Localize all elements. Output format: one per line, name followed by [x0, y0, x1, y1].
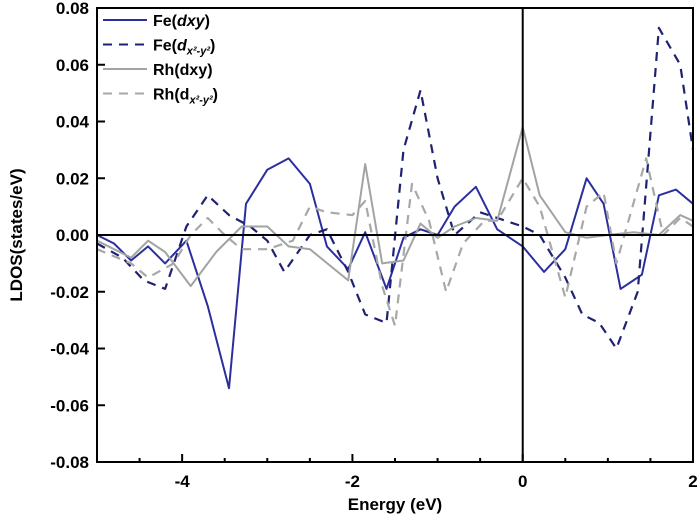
- x-tick-label: -2: [345, 472, 360, 491]
- y-tick-label: 0.00: [56, 226, 89, 245]
- legend: Fe(dxy) Fe(dx²-y²) Rh(dxy) Rh(dx²-y²): [103, 13, 218, 107]
- series-line-4: [96, 157, 694, 327]
- x-tick-label: 0: [518, 472, 527, 491]
- y-tick-label: -0.06: [50, 396, 89, 415]
- x-tick-label: 2: [688, 472, 697, 491]
- y-tick-label: 0.02: [56, 169, 89, 188]
- y-tick-label: -0.02: [50, 283, 89, 302]
- legend-entry-4: Rh(dx²-y²): [153, 87, 218, 107]
- y-tick-label: -0.08: [50, 453, 89, 472]
- series-line-3: [96, 126, 694, 288]
- legend-entry-2: Fe(dx²-y²): [153, 38, 215, 58]
- legend-entry-1: Fe(dxy): [153, 13, 210, 30]
- x-axis-label: Energy (eV): [348, 495, 442, 514]
- y-tick-label: -0.04: [50, 340, 89, 359]
- legend-entry-3: Rh(dxy): [153, 62, 213, 79]
- y-tick-label: 0.04: [56, 113, 90, 132]
- series-line-1: [96, 157, 694, 390]
- y-tick-label: 0.06: [56, 56, 89, 75]
- y-axis-label: LDOS(states/eV): [7, 168, 26, 301]
- axes: -0.08 -0.06 -0.04 -0.02 0.00 0.02 0.04 0.06 0.08…: [50, 0, 697, 491]
- x-tick-label: -4: [175, 472, 191, 491]
- y-tick-label: 0.08: [56, 0, 89, 18]
- plot-area: [96, 26, 695, 390]
